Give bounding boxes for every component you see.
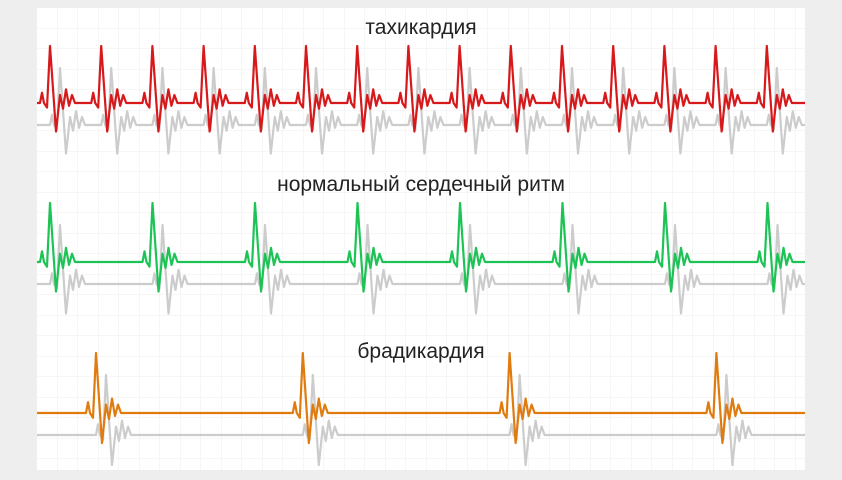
label-tachycardia: тахикардия xyxy=(365,16,476,39)
bradycardia-trace xyxy=(37,351,805,445)
traces xyxy=(37,44,805,467)
label-bradycardia: брадикардия xyxy=(357,340,484,363)
tachycardia-trace xyxy=(37,44,805,133)
label-normal: нормальный сердечный ритм xyxy=(277,173,565,196)
tachycardia-trace-shadow xyxy=(37,66,805,155)
bradycardia-trace-shadow xyxy=(37,373,805,467)
normal-trace xyxy=(37,201,805,293)
grid xyxy=(37,8,805,470)
